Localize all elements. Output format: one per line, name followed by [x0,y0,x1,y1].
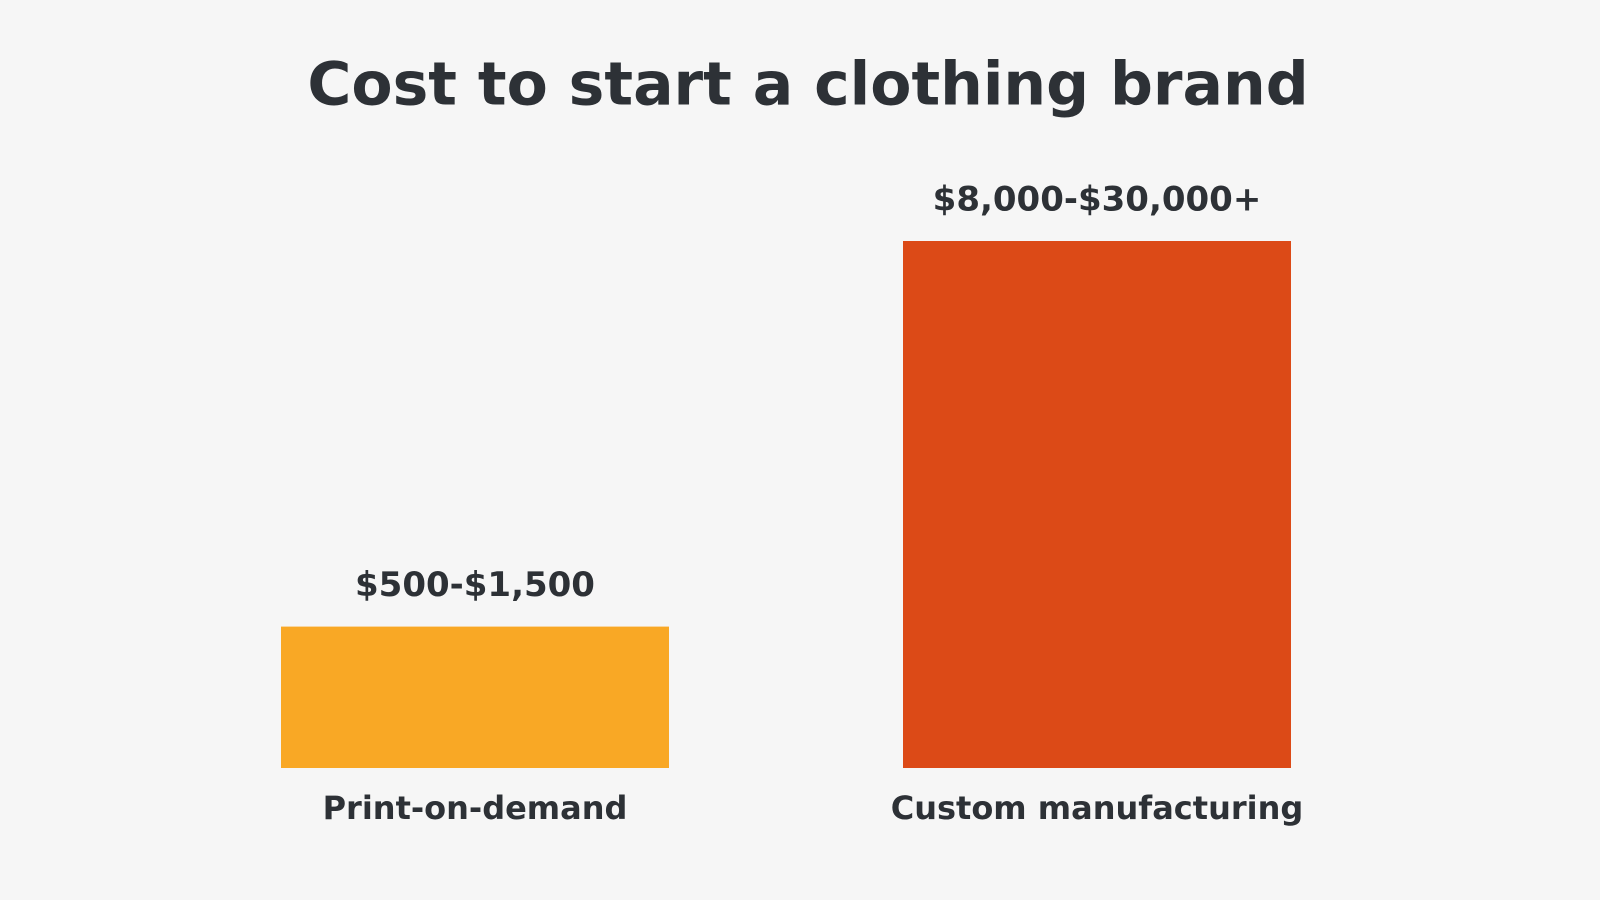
x-tick-label: Print-on-demand [323,789,628,827]
value-label: $8,000-$30,000+ [933,180,1262,220]
x-tick-label: Custom manufacturing [891,789,1304,827]
bar [903,241,1291,768]
bar [281,626,669,768]
chart-title: Cost to start a clothing brand [307,50,1308,120]
value-label: $500-$1,500 [355,565,595,605]
